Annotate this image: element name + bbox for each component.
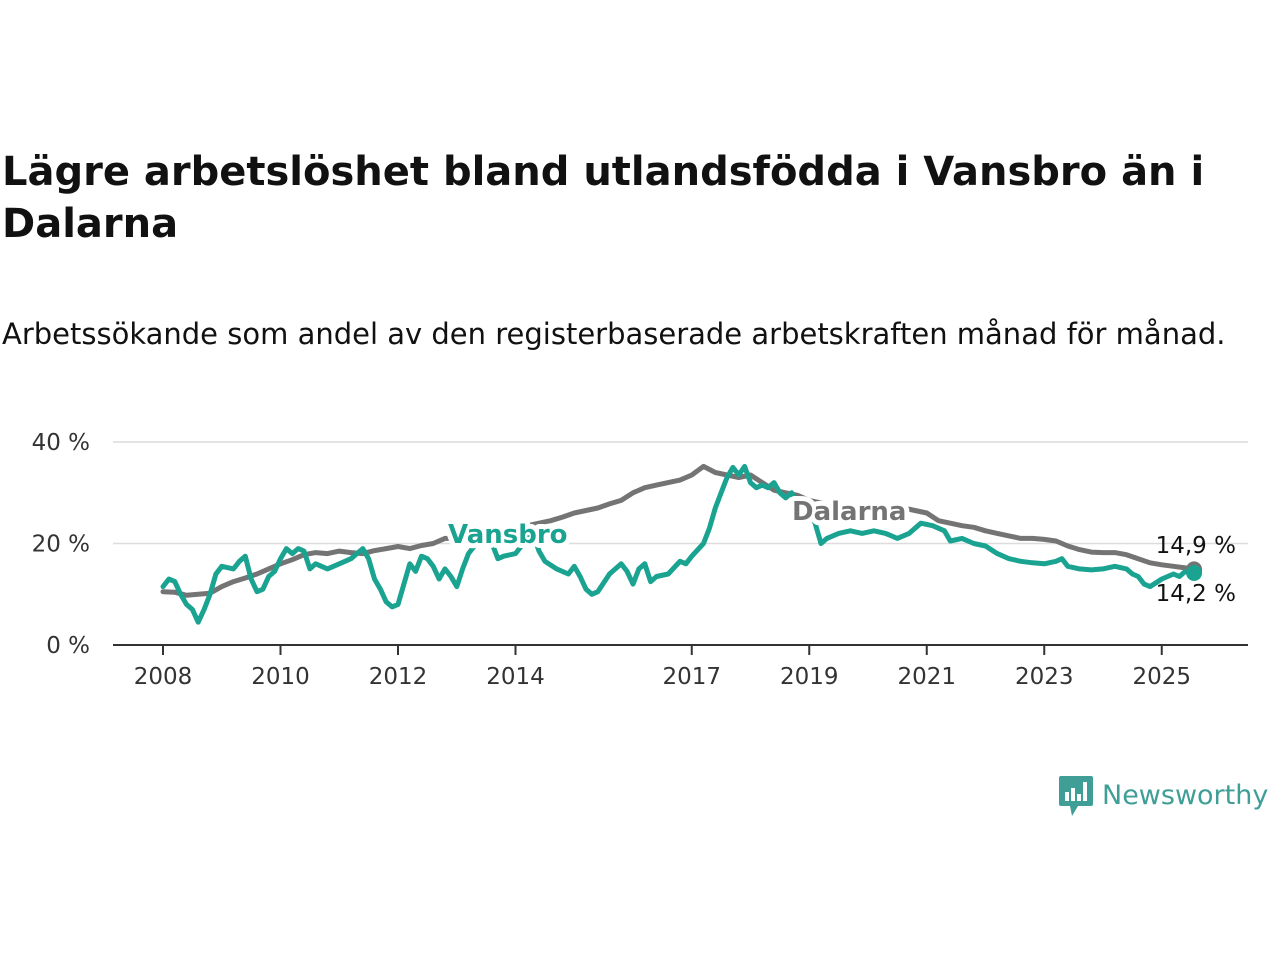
x-tick-label: 2023 (1015, 664, 1074, 690)
end-label-vansbro: 14,2 % (1156, 581, 1236, 607)
brand-name: Newsworthy (1102, 779, 1269, 811)
series-lines (160, 463, 1197, 625)
series-label-vansbro: Vansbro (448, 520, 568, 550)
x-tick-label: 2008 (134, 664, 193, 690)
series-line-vansbro (160, 463, 1197, 625)
x-tick-label: 2012 (369, 664, 428, 690)
line-chart: 0 % 20 % 40 % 2008 2010 2012 2014 2017 2019 2021… (32, 430, 1248, 690)
series-label-dalarna-halo: Dalarna (792, 497, 906, 527)
y-tick-label: 0 % (46, 633, 90, 659)
y-axis-ticks: 0 % 20 % 40 % (32, 430, 90, 659)
x-tick-label: 2019 (780, 664, 839, 690)
y-tick-label: 20 % (32, 532, 90, 558)
series-line-dalarna (160, 463, 1197, 598)
x-tick-label: 2014 (486, 664, 545, 690)
x-tick-label: 2010 (251, 664, 310, 690)
x-tick-label: 2021 (897, 664, 956, 690)
end-label-dalarna: 14,9 % (1156, 533, 1236, 559)
chart-subtitle: Arbetssökande som andel av den registerb… (2, 317, 1226, 351)
y-tick-label: 40 % (32, 430, 90, 456)
series-label-vansbro-halo: Vansbro (448, 520, 568, 550)
newsworthy-logo-icon (1059, 776, 1093, 816)
chart-title: Lägre arbetslöshet bland utlandsfödda i … (2, 149, 1205, 247)
gridlines (113, 441, 1248, 545)
x-tick-label: 2017 (662, 664, 721, 690)
end-marker-vansbro (1186, 564, 1203, 581)
series-label-dalarna: Dalarna (792, 497, 906, 527)
x-axis: 2008 2010 2012 2014 2017 2019 2021 2023 2025 (113, 644, 1248, 690)
x-tick-label: 2025 (1132, 664, 1191, 690)
newsworthy-logo: Newsworthy (1058, 772, 1268, 818)
